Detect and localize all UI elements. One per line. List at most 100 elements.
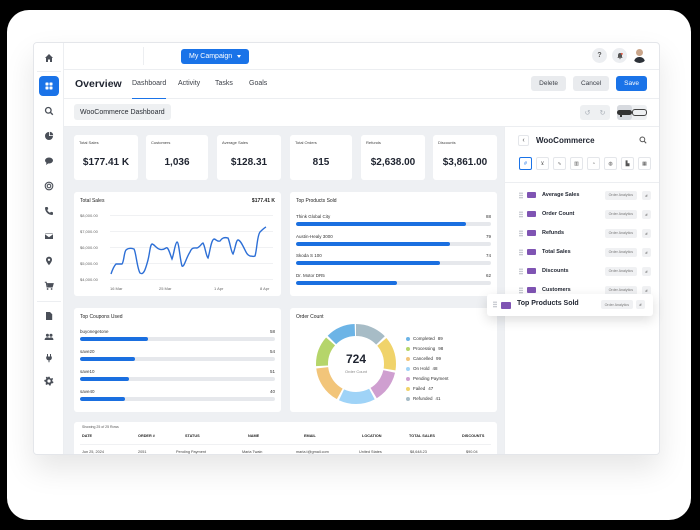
search-icon[interactable]: [639, 136, 647, 144]
kpi-card-customers[interactable]: Customers 1,036: [146, 135, 208, 180]
tab-tasks[interactable]: Tasks: [215, 80, 233, 87]
help-button[interactable]: ?: [592, 48, 607, 63]
column-header[interactable]: EMAIL: [304, 434, 316, 438]
widget-item-order-count[interactable]: Order Count Order Analytics #: [505, 205, 659, 223]
gridline: [110, 231, 273, 232]
redo-button[interactable]: ↻: [595, 105, 610, 120]
globe-icon[interactable]: ◍: [604, 157, 617, 170]
nav-dashboards[interactable]: [39, 76, 59, 96]
mobile-view-button[interactable]: [632, 105, 647, 120]
x-tick: 8 Apr: [260, 286, 270, 291]
legend-item-completed: Completed 89: [406, 336, 443, 341]
trend-icon[interactable]: ∿: [553, 157, 566, 170]
kpi-card-total-sales[interactable]: Total Sales $177.41 K: [74, 135, 138, 180]
widget-item-customers[interactable]: Customers Order Analytics #: [505, 281, 659, 299]
nav-users[interactable]: [39, 327, 59, 347]
column-header[interactable]: ORDER #: [138, 434, 155, 438]
order-count-card[interactable]: Order Count 724 Order Count Completed 89 …: [290, 308, 497, 412]
product-name: Dr. Motor DR5: [296, 273, 325, 278]
nav-chat[interactable]: [39, 151, 59, 171]
drag-handle-icon[interactable]: [519, 286, 523, 294]
widget-item-total-sales[interactable]: Total Sales Order Analytics #: [505, 243, 659, 261]
kpi-card-average-sales[interactable]: Average Sales $128.31: [217, 135, 281, 180]
dashboard-name-field[interactable]: WooCommerce Dashboard: [74, 104, 171, 120]
kpi-card-discounts[interactable]: Discounts $3,861.00: [433, 135, 497, 180]
nav-seo[interactable]: [39, 176, 59, 196]
kpi-card-total-orders[interactable]: Total Orders 815: [290, 135, 352, 180]
back-button[interactable]: ‹: [518, 135, 529, 146]
delete-button[interactable]: Delete: [531, 76, 566, 91]
kpi-label: Total Sales: [79, 140, 99, 145]
coupon-row: save20 54: [80, 349, 275, 361]
kpi-label: Average Sales: [222, 140, 248, 145]
card-title: Order Count: [296, 314, 324, 320]
gridline: [110, 279, 273, 280]
tab-goals[interactable]: Goals: [249, 80, 268, 87]
woocommerce-icon: [527, 249, 536, 255]
nav-ecommerce[interactable]: [39, 276, 59, 296]
coupon-code: buyonegetone: [80, 329, 109, 334]
woocommerce-icon: [527, 192, 536, 198]
cancel-button[interactable]: Cancel: [572, 76, 610, 91]
column-chart-icon[interactable]: ▙: [621, 157, 634, 170]
nav-integrations[interactable]: [39, 348, 59, 368]
nav-local[interactable]: [39, 251, 59, 271]
product-name: Skoda S 100: [296, 253, 322, 258]
nav-calls[interactable]: [39, 201, 59, 221]
nav-home[interactable]: [39, 48, 59, 68]
redo-icon: ↻: [599, 109, 606, 117]
widget-item-refunds[interactable]: Refunds Order Analytics #: [505, 224, 659, 242]
tab-dashboard[interactable]: Dashboard: [132, 80, 167, 99]
nav-reports[interactable]: [39, 126, 59, 146]
kpi-card-refunds[interactable]: Refunds $2,638.00: [361, 135, 425, 180]
notifications-button[interactable]: [612, 48, 627, 63]
legend-value: 99: [436, 356, 442, 361]
drag-handle-icon[interactable]: [493, 301, 497, 308]
history-controls: ↺ ↻: [580, 105, 610, 120]
number-icon[interactable]: #: [519, 157, 532, 170]
nav-settings[interactable]: [39, 371, 59, 391]
column-header[interactable]: LOCATION: [362, 434, 382, 438]
widget-item-average-sales[interactable]: Average Sales Order Analytics #: [505, 186, 659, 204]
legend-item-refunded: Refunded 41: [406, 396, 441, 401]
desktop-view-button[interactable]: [617, 105, 632, 120]
pie-chart-icon[interactable]: ◔: [587, 157, 600, 170]
drag-handle-icon[interactable]: [519, 210, 523, 218]
bar-chart-icon[interactable]: ▥: [570, 157, 583, 170]
drag-handle-icon[interactable]: [519, 191, 523, 199]
column-header[interactable]: STATUS: [185, 434, 200, 438]
nav-search[interactable]: [39, 101, 59, 121]
drag-handle-icon[interactable]: [519, 248, 523, 256]
nav-email[interactable]: [39, 226, 59, 246]
orders-table-card[interactable]: Showing 25 of 25 Rows DATE ORDER # STATU…: [74, 422, 497, 454]
line-chart-icon[interactable]: ⊻: [536, 157, 549, 170]
drag-handle-icon[interactable]: [519, 267, 523, 275]
top-coupons-card[interactable]: Top Coupons Used buyonegetone 58 save20 54…: [74, 308, 281, 412]
table-divider: [80, 444, 491, 445]
x-tick: 1 Apr: [214, 286, 224, 291]
total-sales-chart-card[interactable]: Total Sales $177.41 K $8,000.00 $7,000.0…: [74, 192, 281, 296]
table-icon[interactable]: ▦: [638, 157, 651, 170]
column-header[interactable]: DATE: [82, 434, 93, 438]
top-bar-icons: ?: [592, 48, 647, 63]
top-products-card[interactable]: Top Products Sold Think Global City 88 Au…: [290, 192, 497, 296]
kpi-label: Refunds: [366, 140, 381, 145]
column-header[interactable]: DISCOUNTS: [462, 434, 485, 438]
widget-item-discounts[interactable]: Discounts Order Analytics #: [505, 262, 659, 280]
panel-title: WooCommerce: [536, 136, 595, 145]
document-icon: [46, 312, 53, 320]
column-header[interactable]: NAME: [248, 434, 260, 438]
column-header[interactable]: TOTAL SALES: [409, 434, 435, 438]
campaign-dropdown[interactable]: My Campaign: [181, 49, 250, 64]
save-button[interactable]: Save: [616, 76, 647, 91]
avatar-body: [634, 57, 645, 63]
avatar-head: [636, 49, 643, 56]
coupon-row: save10 51: [80, 369, 275, 381]
undo-button[interactable]: ↺: [580, 105, 595, 120]
nav-files[interactable]: [39, 306, 59, 326]
drag-handle-icon[interactable]: [519, 229, 523, 237]
dragging-widget-top-products-sold[interactable]: Top Products Sold Order Analytics #: [487, 294, 653, 316]
tab-activity[interactable]: Activity: [178, 80, 201, 87]
user-avatar[interactable]: [632, 48, 647, 63]
panel-header: ‹ WooCommerce # ⊻ ∿ ▥ ◔ ◍ ▙ ▦: [505, 127, 659, 183]
